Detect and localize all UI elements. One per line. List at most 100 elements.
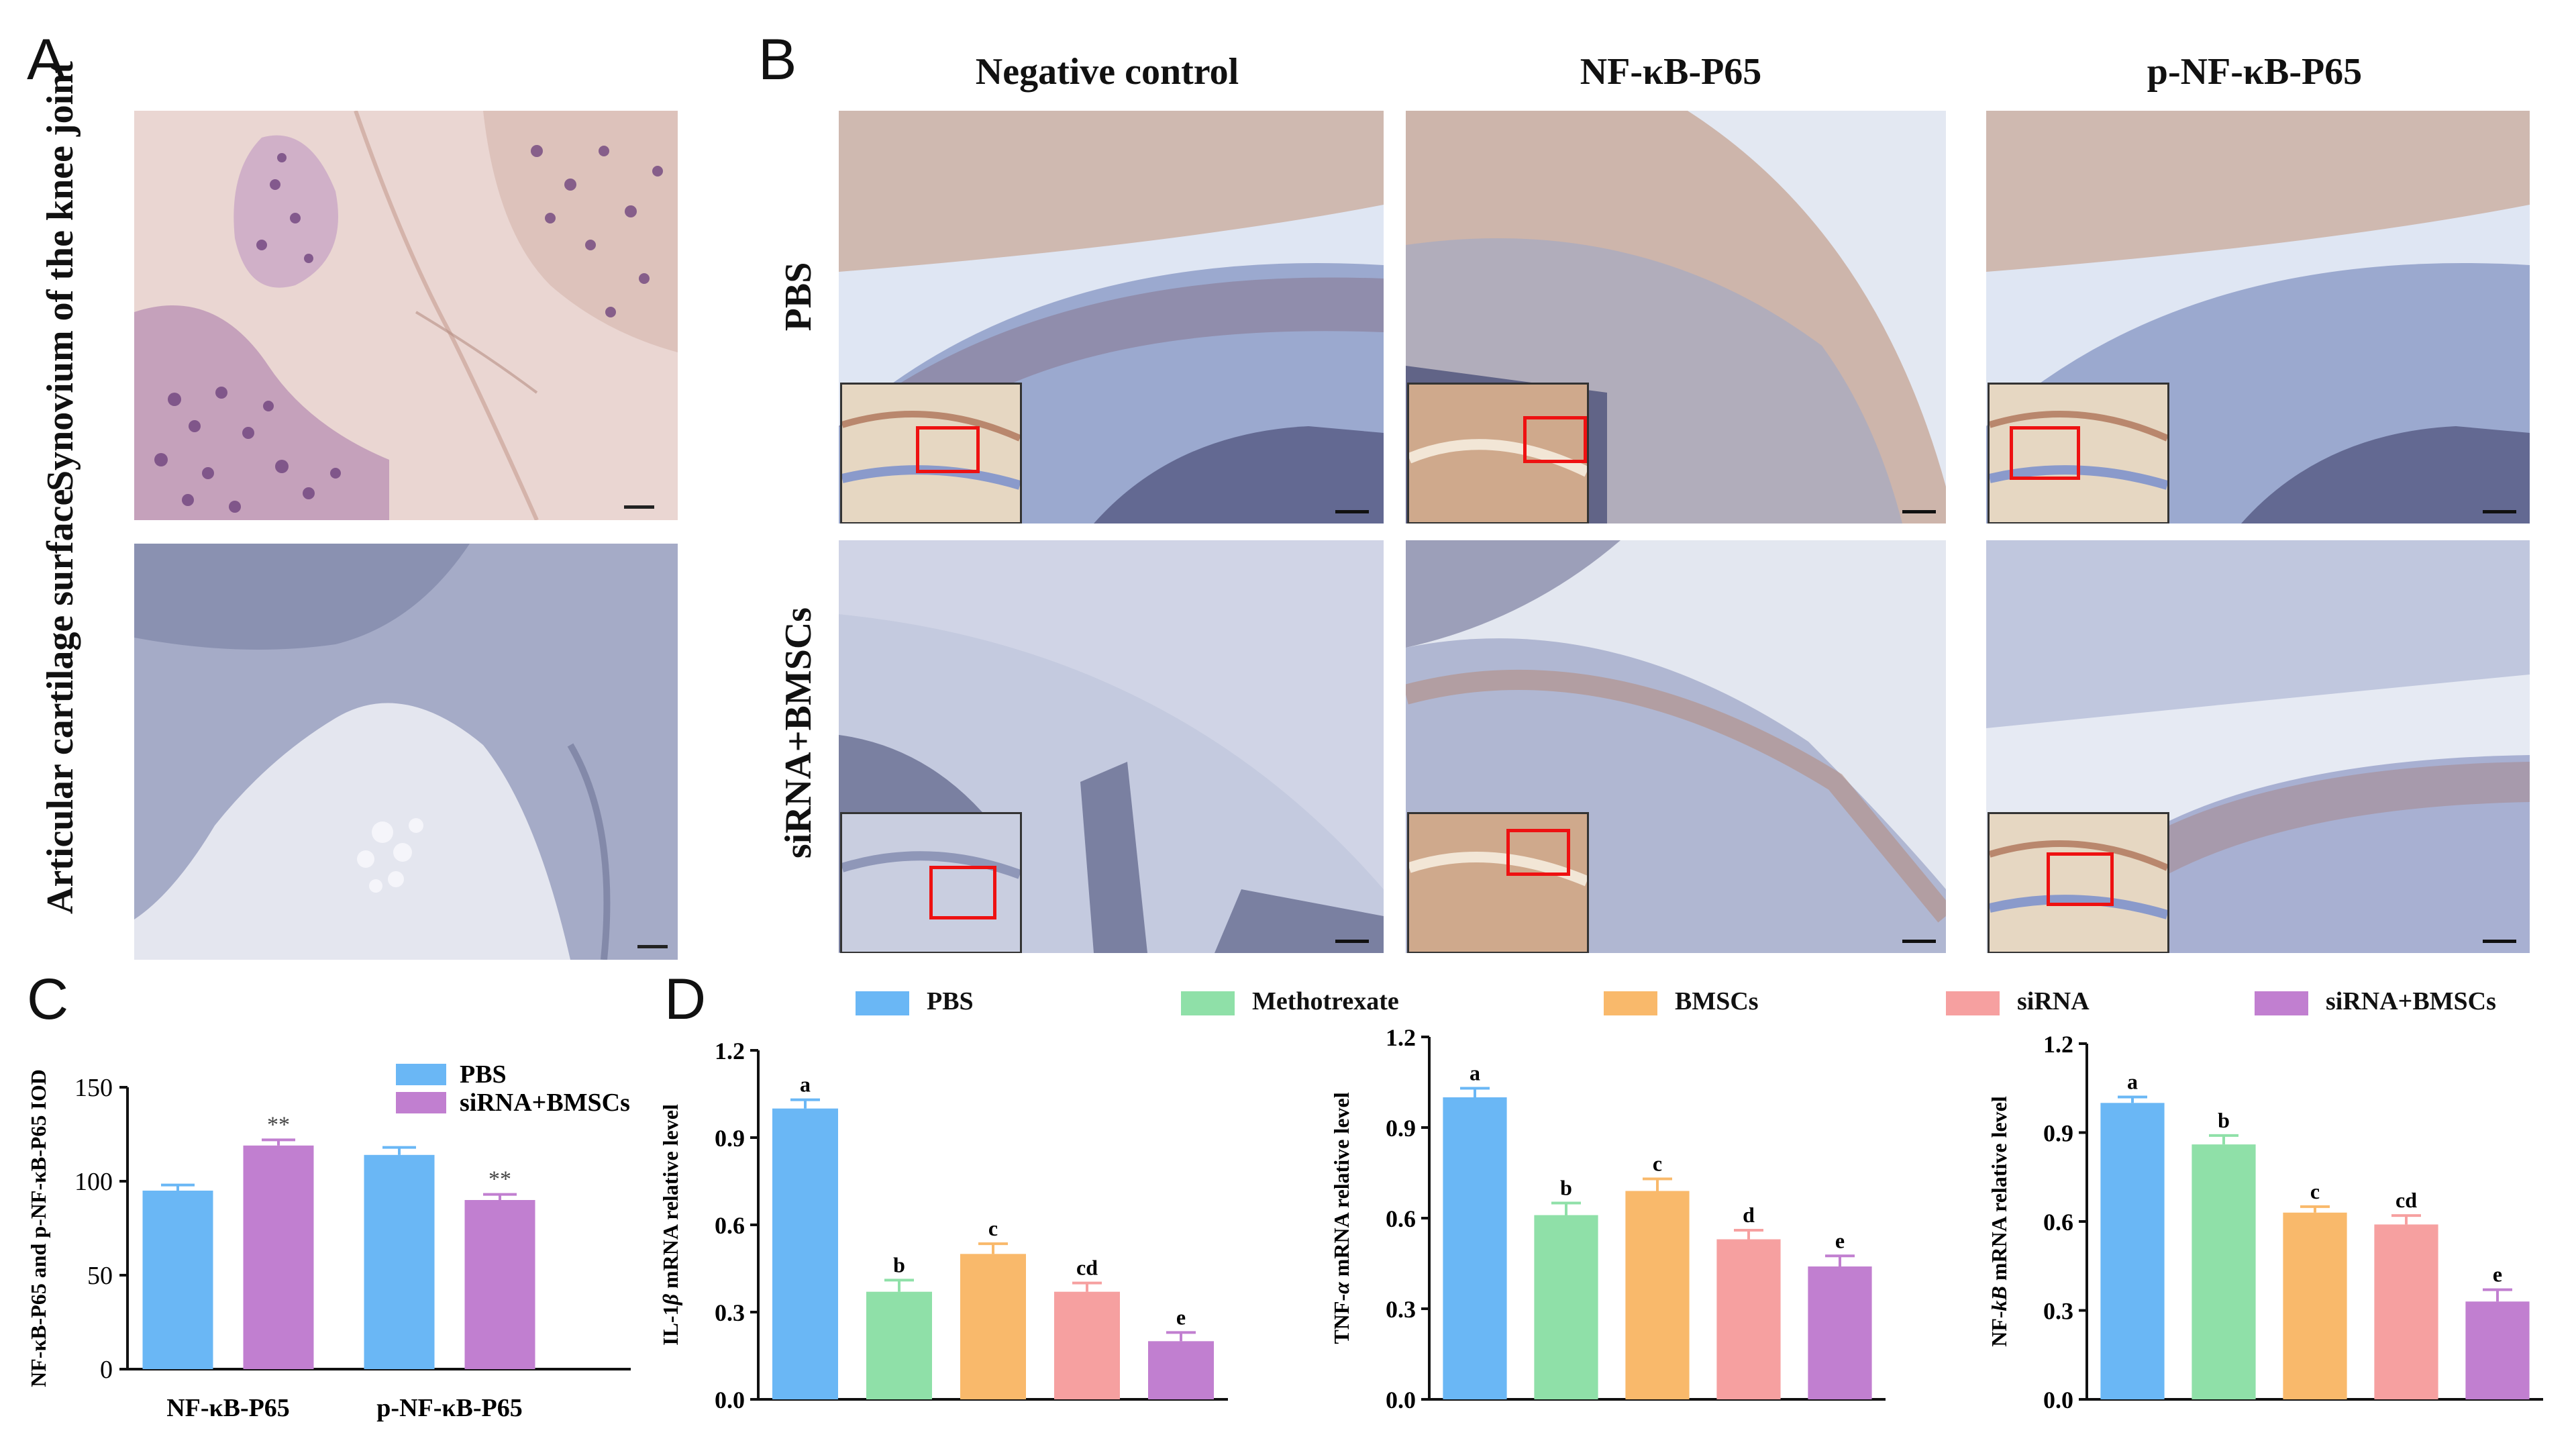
y-tick-label: 0.0: [2043, 1387, 2073, 1413]
significance-letter: e: [1176, 1305, 1186, 1329]
bar: [1443, 1097, 1507, 1399]
bar: [2374, 1224, 2438, 1399]
row-label-articular-text: Articular cartilage surface: [40, 489, 81, 914]
significance-letter: c: [1653, 1152, 1662, 1176]
panel-label-b: B: [758, 28, 797, 92]
scale-bar: [1335, 940, 1369, 943]
row-label-pbs-text: PBS: [778, 262, 819, 332]
y-tick-label: 1.2: [2043, 1031, 2073, 1058]
legend-label: siRNA+BMSCs: [460, 1089, 630, 1117]
y-axis-label-suffix: mRNA relative level: [1329, 1092, 1353, 1282]
significance-label: **: [488, 1167, 511, 1192]
significance-letter: a: [1470, 1061, 1480, 1085]
significance-letter: c: [2310, 1179, 2320, 1203]
row-label-sirna-bmscs-text: siRNA+BMSCs: [778, 607, 819, 859]
bar: [1808, 1266, 1872, 1399]
legend-label: siRNA+BMSCs: [2326, 987, 2496, 1015]
panel-label-c: C: [27, 967, 69, 1032]
bar: [1054, 1291, 1120, 1399]
y-tick-label: 100: [74, 1168, 113, 1196]
roi-box: [1506, 829, 1570, 876]
significance-letter: a: [2127, 1070, 2138, 1094]
roi-box: [916, 426, 980, 473]
micrograph-sirna-p-nfkb-p65: [1986, 540, 2530, 953]
micrograph-pbs-p-nfkb-p65: [1986, 111, 2530, 523]
scale-bar: [1902, 940, 1936, 943]
y-tick-label: 0.9: [2043, 1120, 2073, 1147]
bar: [464, 1200, 535, 1369]
chart-d-nfkb: 0.0 0.3 0.6 0.9 1.2 NF-kB mRNA relative level…: [1987, 1031, 2543, 1413]
y-tick-label: 1.2: [715, 1038, 745, 1064]
significance-letter: d: [1743, 1203, 1755, 1227]
row-label-articular: Articular cartilage surface: [39, 489, 82, 914]
y-tick-label: 0.0: [715, 1387, 745, 1413]
x-tick-label: NF-κB-P65: [166, 1394, 290, 1422]
bar: [866, 1291, 932, 1399]
y-axis-label-suffix: mRNA relative level: [658, 1104, 682, 1294]
inset-overview-sirna-p-nfkb: [1988, 812, 2169, 953]
bar: [1716, 1239, 1781, 1399]
y-axis-label-italic: kB: [1987, 1286, 2011, 1311]
legend-item-sirna: siRNA: [1946, 987, 2090, 1016]
y-axis-label: IL-1β mRNA relative level: [658, 1104, 682, 1346]
bar: [1148, 1341, 1214, 1399]
micrograph-pbs-negative-control: [839, 111, 1384, 523]
y-tick-label: 0.3: [715, 1299, 745, 1326]
y-tick-label: 0: [100, 1356, 113, 1384]
bar: [2283, 1212, 2347, 1399]
scale-bar: [2483, 510, 2516, 513]
chart-d-il1b: 0.0 0.3 0.6 0.9 1.2 IL-1β mRNA relative level…: [658, 1038, 1228, 1413]
scale-bar: [1335, 510, 1369, 513]
col-header-negative-control: Negative control: [975, 51, 1239, 93]
y-tick-label: 0.0: [1386, 1387, 1416, 1413]
bar: [2100, 1103, 2165, 1399]
significance-letter: cd: [2395, 1188, 2417, 1212]
scale-bar: [2483, 940, 2516, 943]
x-tick-label: p-NF-κB-P65: [376, 1394, 522, 1422]
y-axis-label-prefix: IL-1: [658, 1305, 682, 1345]
row-label-synovium-text: Synovium of the knee joint: [40, 61, 81, 491]
legend-item-sirna-bmscs: siRNA+BMSCs: [2255, 987, 2496, 1016]
y-axis-label-suffix: mRNA relative level: [1987, 1096, 2011, 1286]
y-tick-label: 0.3: [2043, 1298, 2073, 1325]
legend-label: Methotrexate: [1252, 987, 1399, 1015]
significance-letter: a: [800, 1072, 811, 1097]
y-tick-label: 0.6: [715, 1212, 745, 1239]
legend-label: PBS: [927, 987, 974, 1015]
legend-label: BMSCs: [1675, 987, 1759, 1015]
y-axis-label: NF-κB-P65 and p-NF-κB-P65 IOD: [26, 1069, 50, 1387]
legend-swatch: [396, 1092, 446, 1113]
inset-overview-sirna-nfkb: [1407, 812, 1589, 953]
micrograph-pbs-nfkb-p65: [1406, 111, 1946, 523]
scale-bar: [1902, 510, 1936, 513]
inset-overview-pbs-nfkb: [1407, 383, 1589, 523]
inset-overview-pbs-negative: [840, 383, 1022, 523]
legend-swatch: [396, 1064, 446, 1085]
panel-label-a: A: [27, 28, 66, 92]
panel-label-d: D: [664, 967, 707, 1032]
col-header-p-nfkb-p65: p-NF-κB-P65: [2147, 51, 2363, 93]
bar: [772, 1108, 838, 1399]
row-label-pbs: PBS: [777, 196, 820, 397]
micrograph-articular-surface: [134, 544, 678, 960]
roi-box: [929, 866, 996, 919]
bar: [142, 1191, 213, 1369]
roi-box: [1523, 416, 1587, 463]
micrograph-sirna-nfkb-p65: [1406, 540, 1946, 953]
significance-letter: b: [2218, 1108, 2230, 1132]
roi-box: [2047, 852, 2114, 906]
bar: [2465, 1301, 2530, 1399]
significance-letter: b: [1560, 1176, 1572, 1200]
roi-box: [2010, 426, 2080, 480]
legend-item-bmscs: BMSCs: [1604, 987, 1759, 1016]
bar: [1534, 1215, 1598, 1399]
y-tick-label: 0.6: [2043, 1209, 2073, 1236]
significance-label: **: [267, 1112, 290, 1137]
legend-item-pbs: PBS: [856, 987, 974, 1016]
chart-c: 0 50 100 150 NF-κB-P65 and p-NF-κB-P65 IOD **…: [26, 1060, 631, 1422]
bar: [243, 1145, 314, 1369]
y-axis-label: TNF-α mRNA relative level: [1329, 1092, 1353, 1344]
y-axis-label-prefix: TNF-: [1329, 1294, 1353, 1344]
row-label-synovium: Synovium of the knee joint: [39, 61, 82, 491]
y-axis-label-prefix: NF-: [1987, 1311, 2011, 1346]
